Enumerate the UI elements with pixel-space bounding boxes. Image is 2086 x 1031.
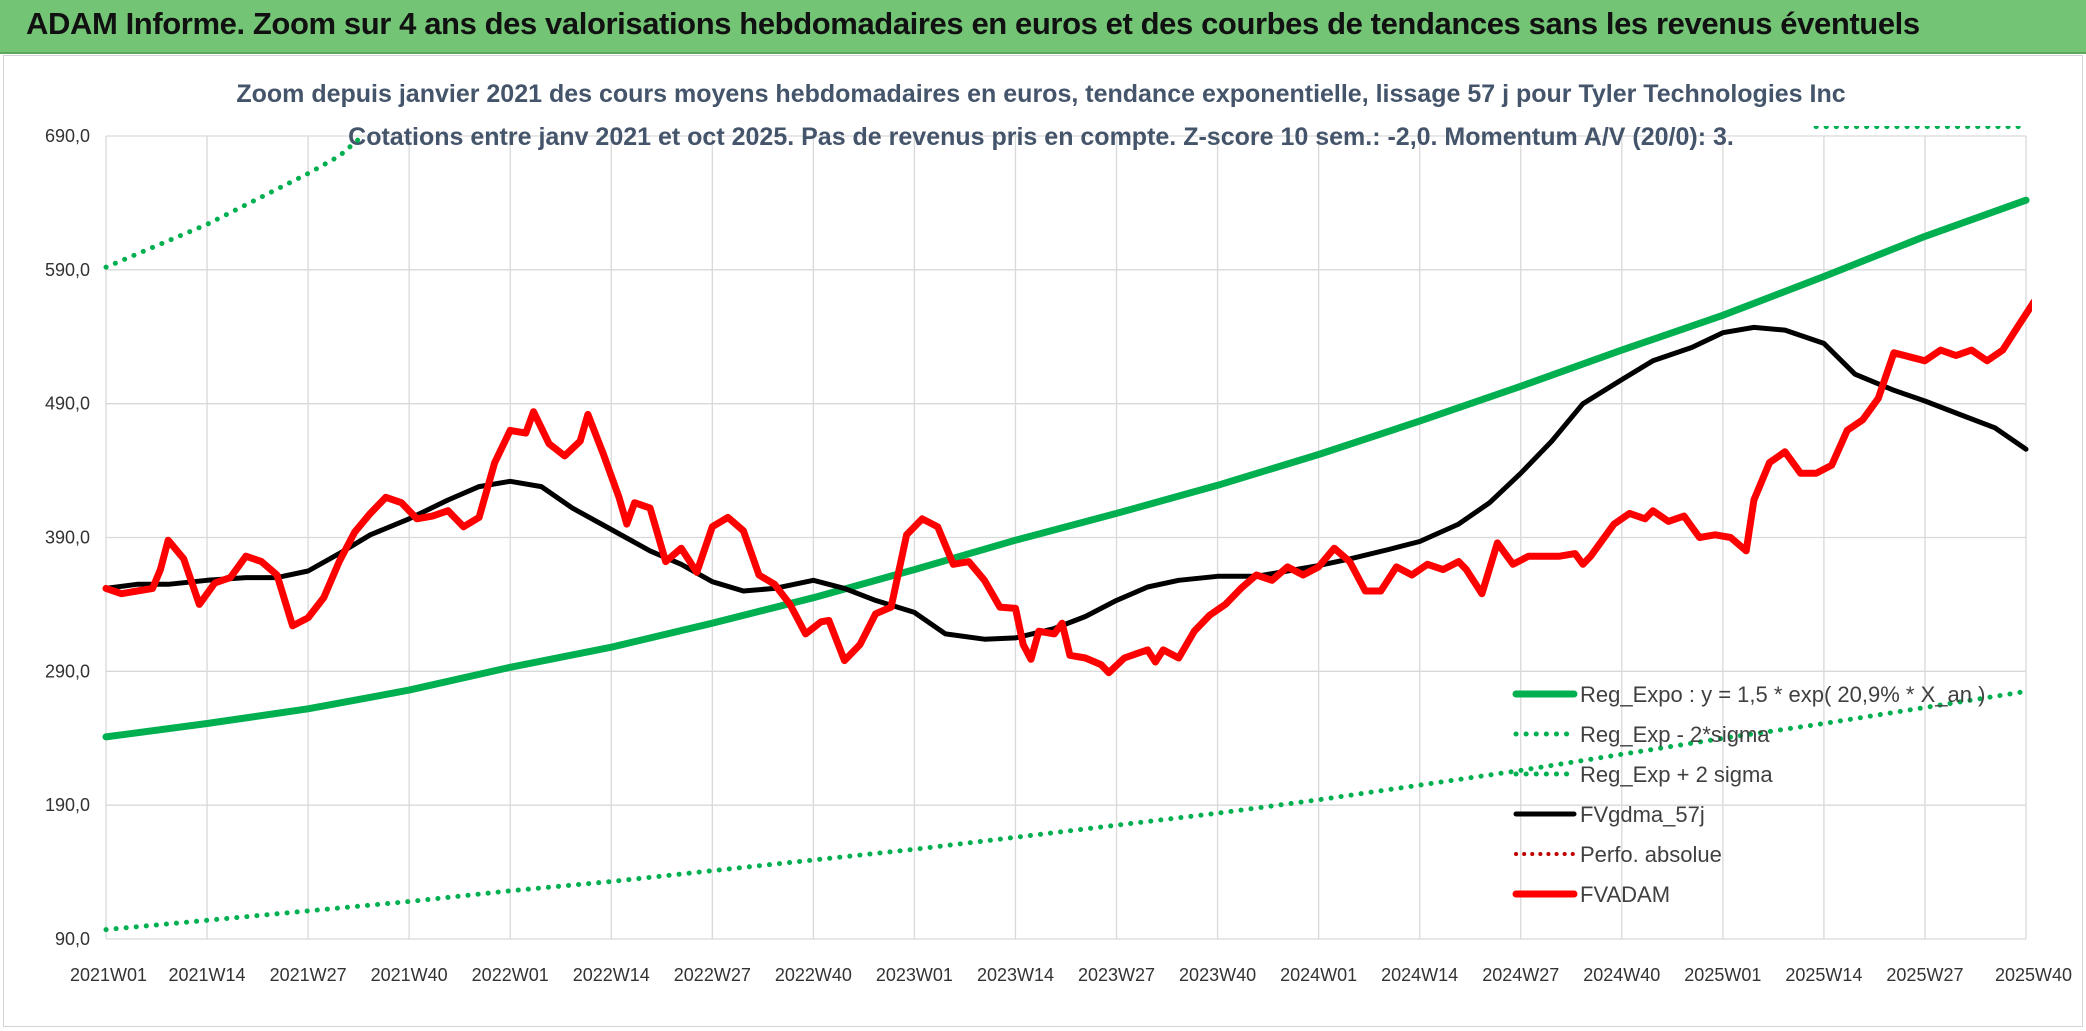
legend-label: Perfo. absolue [1580,842,1722,867]
legend: Reg_Expo : y = 1,5 * exp( 20,9% * X_an )… [1512,682,1985,907]
series-line-fvadam [102,298,2032,677]
x-axis-ticks: 2021W01 2021W14 2021W27 2021W40 2022W01 2022W… [70,965,2072,985]
y-tick-label: 690,0 [45,126,90,146]
y-axis-ticks: 690,0 590,0 490,0 390,0 290,0 190,0 90,0 [45,126,90,949]
x-tick-label: 2022W40 [775,965,852,985]
y-tick-label: 290,0 [45,661,90,681]
x-tick-label: 2022W01 [472,965,549,985]
series-line-fvgdma-57j [103,324,2029,642]
legend-label: FVgdma_57j [1580,802,1705,827]
y-tick-label: 190,0 [45,795,90,815]
x-tick-label: 2024W40 [1583,965,1660,985]
x-tick-label: 2021W27 [270,965,347,985]
x-tick-label: 2025W01 [1684,965,1761,985]
x-tick-label: 2024W14 [1381,965,1458,985]
report-banner: ADAM Informe. Zoom sur 4 ans des valoris… [0,0,2086,54]
x-tick-label: 2023W01 [876,965,953,985]
x-tick-label: 2023W27 [1078,965,1155,985]
report-title: ADAM Informe. Zoom sur 4 ans des valoris… [26,6,1920,41]
chart-frame: Zoom depuis janvier 2021 des cours moyen… [3,55,2083,1027]
chart-subtitle: Cotations entre janv 2021 et oct 2025. P… [348,123,1734,151]
x-tick-label: 2025W27 [1886,965,1963,985]
x-tick-label: 2022W27 [674,965,751,985]
x-tick-label: 2023W14 [977,965,1054,985]
x-tick-label: 2025W14 [1785,965,1862,985]
y-tick-label: 390,0 [45,528,90,548]
grid-layer [105,135,2027,940]
x-tick-label: 2025W40 [1995,965,2072,985]
x-tick-label: 2024W01 [1280,965,1357,985]
chart-title: Zoom depuis janvier 2021 des cours moyen… [236,80,1845,108]
x-tick-label: 2021W14 [169,965,246,985]
series-line-reg-exp-2-sigma [103,688,2029,933]
y-tick-label: 90,0 [55,929,90,949]
legend-label: Reg_Expo : y = 1,5 * exp( 20,9% * X_an ) [1580,682,1985,707]
legend-label: Reg_Exp + 2 sigma [1580,762,1773,787]
y-tick-label: 490,0 [45,394,90,414]
x-tick-label: 2021W01 [70,965,147,985]
x-tick-label: 2022W14 [573,965,650,985]
x-tick-label: 2021W40 [371,965,448,985]
x-tick-label: 2023W40 [1179,965,1256,985]
series-line-reg-expo-y-1-5-exp-20-9-x-an [102,196,2030,741]
x-tick-label: 2024W27 [1482,965,1559,985]
legend-label: FVADAM [1580,882,1670,907]
chart-svg: Zoom depuis janvier 2021 des cours moyen… [45,80,2072,985]
series-line-reg-exp-2-sigma [103,133,365,270]
series-layer [102,126,2032,933]
legend-label: Reg_Exp - 2*sigma [1580,722,1770,747]
y-tick-label: 590,0 [45,260,90,280]
